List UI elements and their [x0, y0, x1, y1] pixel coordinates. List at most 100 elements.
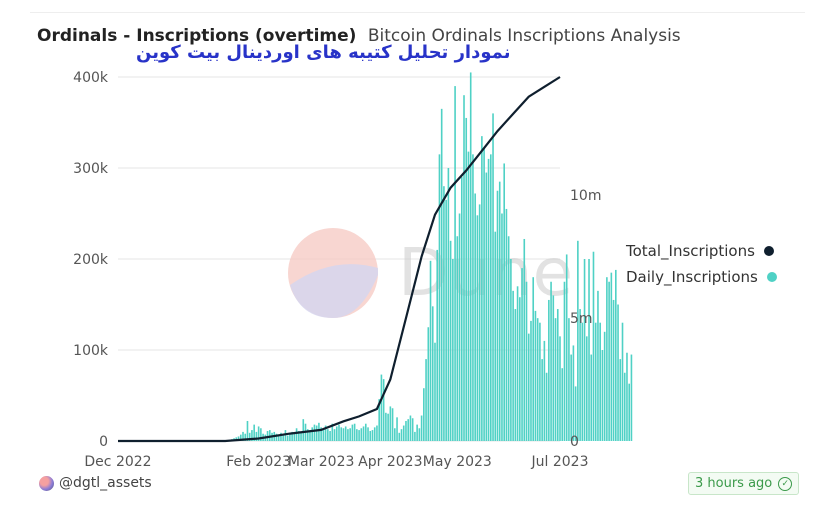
daily-bar — [556, 309, 559, 441]
daily-bar — [282, 434, 284, 441]
daily-bar — [356, 429, 358, 441]
daily-bar — [570, 354, 572, 441]
daily-bar — [574, 386, 577, 441]
daily-bar — [320, 427, 322, 441]
daily-bar — [541, 359, 543, 441]
daily-bar — [483, 147, 485, 442]
daily-bar — [268, 430, 271, 441]
daily-bar — [525, 281, 528, 441]
daily-bar — [523, 238, 526, 441]
daily-bar — [601, 350, 604, 441]
daily-bar — [608, 281, 610, 441]
daily-bar — [543, 340, 546, 441]
daily-bar — [431, 306, 434, 441]
daily-bar — [469, 72, 472, 441]
daily-bar — [351, 424, 354, 441]
daily-bar — [420, 415, 423, 441]
daily-bar — [360, 428, 363, 441]
daily-bar — [389, 406, 392, 441]
daily-bar — [456, 236, 459, 441]
daily-bar — [371, 430, 374, 441]
daily-bar — [628, 383, 631, 441]
persian-caption: نمودار تحلیل کتیبه های اوردینال بیت کوین — [136, 42, 511, 63]
daily-bar — [331, 423, 334, 441]
daily-bar — [400, 429, 403, 441]
daily-bar — [474, 193, 476, 441]
top-divider — [30, 12, 805, 13]
daily-bar — [378, 399, 380, 441]
daily-bar — [599, 322, 601, 441]
daily-bar — [398, 432, 401, 441]
daily-bar — [367, 427, 369, 441]
daily-bar — [311, 427, 314, 441]
daily-bar — [387, 413, 389, 441]
daily-bar — [443, 186, 445, 441]
daily-bar — [362, 426, 365, 441]
daily-bar — [376, 425, 378, 441]
updated-text: 3 hours ago — [695, 476, 773, 491]
daily-bar — [333, 429, 336, 441]
check-circle-icon: ✓ — [778, 476, 793, 491]
daily-bar — [561, 368, 564, 441]
daily-bar — [594, 322, 597, 441]
daily-bar — [277, 435, 280, 441]
legend-label-total: Total_Inscriptions — [626, 242, 755, 260]
daily-bar — [501, 213, 503, 441]
daily-bar — [427, 327, 430, 441]
daily-bar — [373, 427, 376, 441]
daily-bar — [342, 428, 345, 441]
x-tick-label: Jul 2023 — [531, 454, 589, 470]
daily-bar — [260, 428, 262, 441]
daily-bar — [313, 424, 316, 441]
daily-bar — [532, 277, 535, 441]
daily-bar — [619, 359, 622, 441]
daily-bar — [248, 432, 251, 441]
daily-bar — [579, 309, 581, 441]
x-tick-label: Apr 2023 — [358, 454, 422, 470]
daily-bar — [585, 336, 588, 441]
daily-bar — [545, 372, 548, 441]
daily-bar — [315, 425, 318, 441]
daily-bar — [409, 415, 412, 441]
author-link[interactable]: @dgtl_assets — [39, 475, 152, 491]
daily-bar — [476, 215, 479, 441]
daily-bar — [521, 268, 523, 441]
left-axis-ticks: 0 100k 200k 300k 400k — [73, 70, 109, 450]
daily-bar — [565, 254, 568, 441]
legend-dot-total — [763, 246, 774, 256]
daily-bar — [597, 290, 599, 441]
legend-item-total[interactable]: Total_Inscriptions — [626, 238, 777, 264]
daily-bar — [239, 434, 242, 441]
daily-bar — [280, 432, 282, 441]
daily-bar — [255, 431, 258, 441]
daily-bar — [429, 260, 432, 441]
daily-bar — [489, 154, 492, 441]
daily-bars — [228, 72, 633, 442]
daily-bar — [380, 374, 383, 441]
daily-bar — [519, 297, 521, 441]
daily-bar — [302, 419, 305, 441]
daily-bar — [467, 151, 470, 441]
daily-bar — [291, 431, 293, 441]
daily-bar — [527, 333, 530, 441]
daily-bar — [338, 424, 340, 441]
daily-bar — [242, 431, 244, 441]
daily-bar — [621, 322, 624, 441]
daily-bar — [548, 299, 550, 441]
daily-bar — [539, 322, 541, 441]
updated-badge: 3 hours ago ✓ — [688, 472, 800, 495]
daily-bar — [606, 277, 608, 441]
daily-bar — [510, 259, 512, 441]
daily-bar — [298, 430, 300, 441]
daily-bar — [418, 428, 421, 441]
daily-bar — [251, 430, 253, 441]
watermark-logo-half — [290, 264, 378, 318]
daily-bar — [498, 181, 501, 441]
daily-bar — [349, 428, 351, 441]
daily-bar — [411, 418, 414, 441]
daily-bar — [568, 318, 570, 441]
daily-bar — [414, 431, 416, 441]
legend-item-daily[interactable]: Daily_Inscriptions — [626, 264, 777, 290]
daily-bar — [454, 86, 456, 441]
